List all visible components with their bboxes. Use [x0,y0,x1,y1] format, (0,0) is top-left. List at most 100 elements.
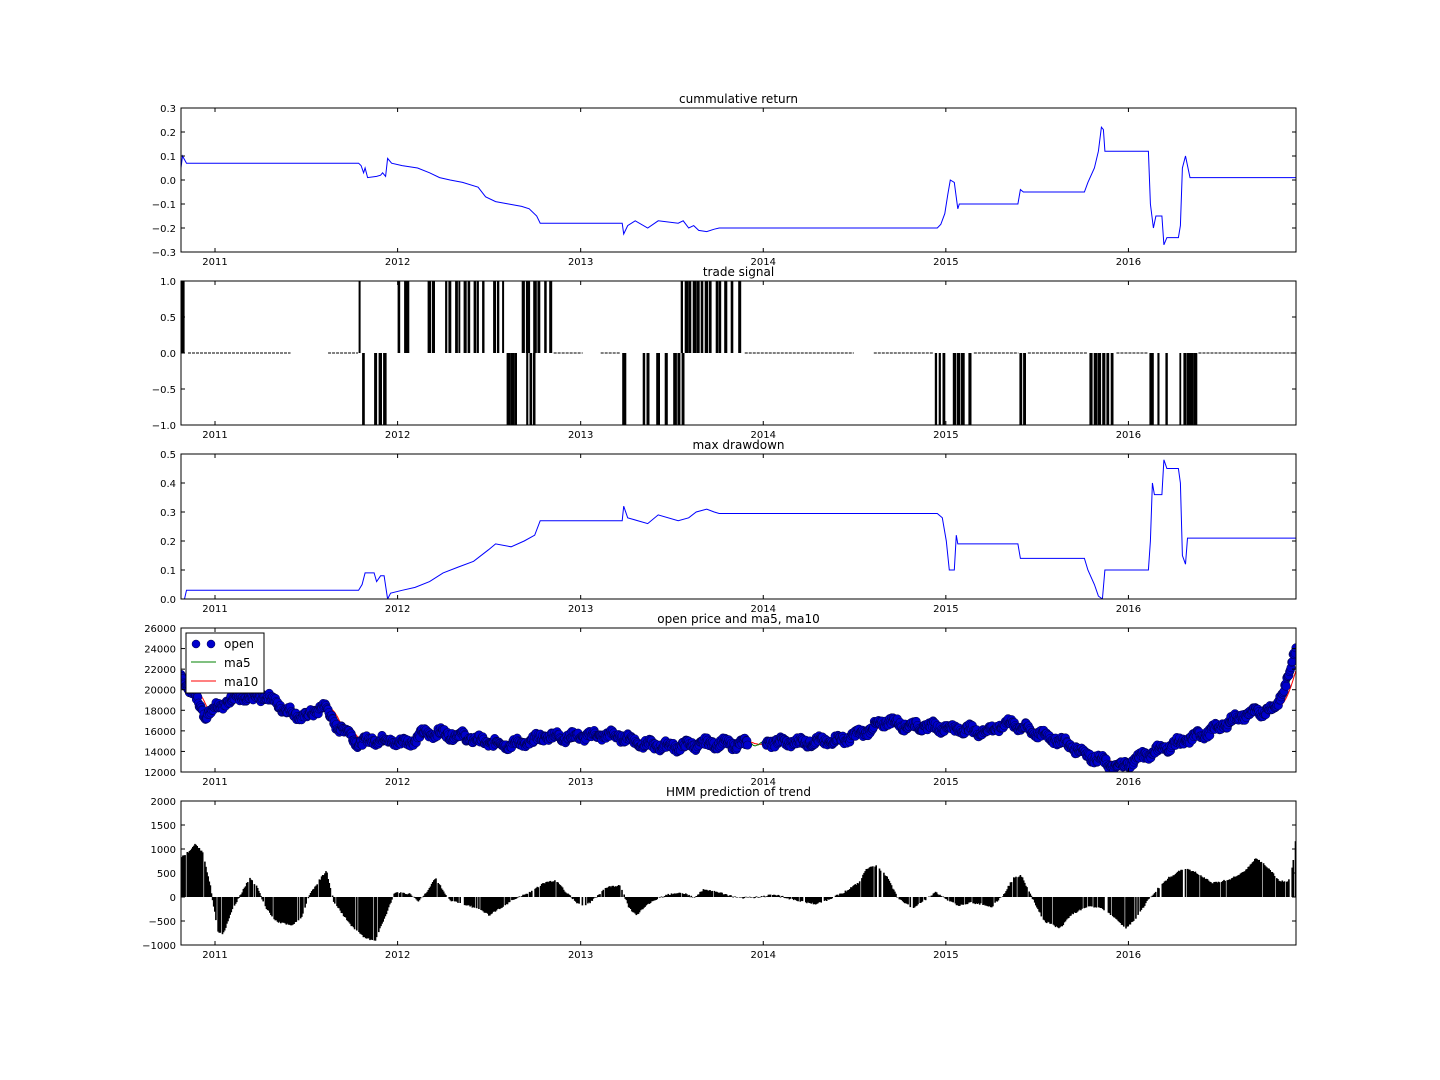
trend-bar [591,897,594,901]
trend-bar [207,876,209,897]
trend-bar [731,896,733,897]
trend-bar [1174,874,1177,897]
trend-bar [1047,897,1049,922]
trend-bar [744,896,747,898]
trend-bar [599,894,601,897]
trend-bar [931,895,934,897]
trend-bar [1062,897,1065,926]
trend-bar [1162,883,1165,897]
x-tick-label: 2015 [933,777,958,788]
signal-bar [506,353,511,425]
trend-bar [348,897,350,923]
x-tick-label: 2012 [385,257,410,268]
trend-bar [996,897,999,902]
trend-bar [700,891,702,897]
trend-bar [312,889,314,897]
trend-bar [1095,897,1098,908]
trend-bar [704,889,707,897]
trend-bar [233,897,236,906]
trend-bar [767,894,770,897]
trend-bar [411,895,413,897]
trend-bar [440,888,443,897]
signal-bar [646,353,650,425]
trend-bar [593,897,596,898]
trend-bar [961,897,963,905]
signal-bar [738,281,742,353]
trend-bar [567,893,569,897]
trend-bar [229,897,231,915]
trend-bar [1256,858,1258,897]
trend-bar [514,897,516,900]
trend-bar [186,852,189,897]
trend-bar [696,896,698,897]
trend-bar [1238,874,1241,897]
trend-bar [858,881,861,897]
trend-bar [655,897,657,900]
axes-frame [180,627,1297,773]
trend-bar [308,895,311,897]
trend-bar [667,893,669,897]
legend-label-open: open [224,637,254,651]
trend-bar [1006,889,1008,897]
trend-bar [1033,897,1036,903]
trend-bar [796,897,798,901]
signal-bar [708,281,712,353]
signal-bar [1093,353,1098,425]
trend-bar [466,897,468,906]
trend-bar [1287,881,1289,897]
y-tick-label: 500 [157,869,176,880]
trend-bar [992,897,994,907]
trend-bar [1170,876,1172,897]
trend-bar [546,881,548,897]
trend-bar [722,894,724,897]
trend-bar [654,897,656,901]
trend-bar [529,892,532,897]
trend-bar [672,893,675,897]
y-tick-label: 2000 [151,797,176,808]
trend-bar [705,889,708,897]
trend-bar [313,888,315,897]
trend-bar [581,897,584,906]
trend-bar [1097,897,1100,908]
trend-bar [486,897,489,914]
trend-bar [195,844,197,897]
trend-bar [395,892,398,897]
trend-bar [646,897,649,905]
trend-bar [788,897,791,900]
trend-bar [457,897,459,903]
trend-bar [1075,897,1078,913]
trend-bar [547,882,550,897]
trend-bar [808,897,810,903]
trend-bar [250,879,252,897]
signal-bar [942,353,946,425]
x-tick-label: 2011 [202,257,227,268]
trend-bar [641,897,643,910]
trend-bar [181,857,183,897]
trend-bar [459,897,461,903]
trend-bar [214,897,216,912]
trend-bar [732,897,734,898]
trend-bar [1255,858,1257,897]
x-tick-label: 2015 [933,430,958,441]
trend-bar [294,897,296,923]
trend-bar [1176,871,1179,897]
trend-bar [324,873,326,897]
trend-bar [391,897,393,900]
max-drawdown-chart: max drawdown 0.0 0.1 0.2 0.3 0.4 0.5 2011 2012 2… [160,438,1297,615]
trend-bar [776,895,778,897]
signal-bar [476,281,479,353]
trend-bar [592,897,595,899]
trend-bar [621,889,623,897]
trend-bar [350,897,353,927]
trend-bar [894,891,896,897]
trend-bar [499,897,501,910]
trend-bar [1101,897,1103,909]
y-tick-label: 0.4 [160,479,176,490]
trend-bar [750,897,752,898]
trend-bar [1163,881,1166,897]
trend-bar [1061,897,1063,927]
trend-bar [1042,897,1045,920]
trend-bar [1032,897,1035,900]
trend-bar [1071,897,1073,914]
